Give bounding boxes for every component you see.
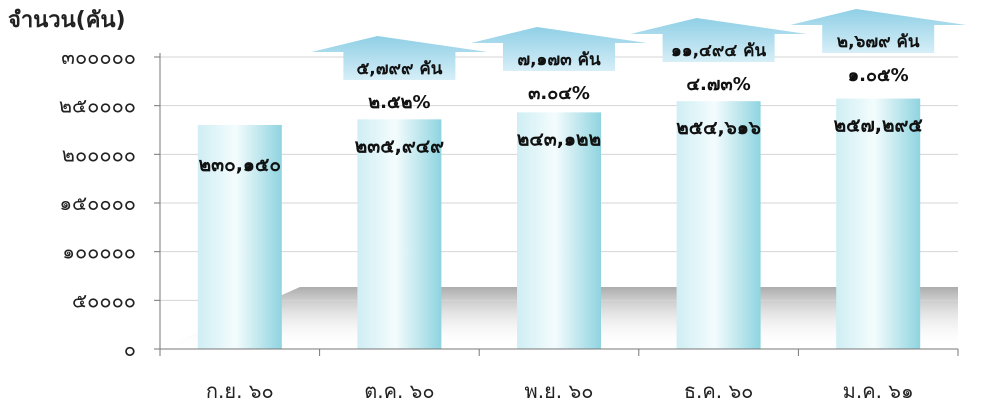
y-tick-label: ๑๕๐๐๐๐ [59, 191, 136, 215]
axes [154, 53, 959, 356]
bar [676, 101, 761, 349]
increase-arrow [471, 27, 647, 71]
data-label: ๒๔๓,๑๒๒ [517, 128, 601, 150]
y-axis-label: จำนวน(คัน) [8, 8, 126, 33]
increase-label: ๑๑,๔๙๔ คัน [671, 41, 767, 61]
bars [197, 98, 921, 350]
increase-arrow [311, 36, 488, 80]
y-tick-label: ๒๕๐๐๐๐ [59, 94, 136, 118]
y-tick-label: ๕๐๐๐๐ [72, 288, 136, 312]
increase-label: ๕,๗๙๙ คัน [356, 59, 442, 79]
x-tick-label: ก.ย. ๖๐ [206, 379, 274, 403]
x-tick-label: พ.ย. ๖๐ [525, 379, 594, 403]
bar [357, 119, 442, 349]
increase-label: ๗,๑๗๓ คัน [517, 50, 601, 70]
labels: ๐ ๕๐๐๐๐ ๑๐๐๐๐๐ ๑๕๐๐๐๐ ๒๐๐๐๐๐ ๒๕๐๐๐๐ ๓๐๐๐๐๐ก.ย.… [59, 32, 923, 403]
increase-arrows [311, 9, 967, 80]
bar [836, 98, 921, 350]
increase-arrow [630, 18, 807, 62]
x-tick-label: ต.ค. ๖๐ [364, 379, 434, 403]
percent-label: ๔.๗๓% [686, 74, 750, 95]
y-tick-label: ๐ [124, 337, 136, 361]
percent-label: ๓.๐๔% [528, 83, 590, 104]
percent-label: ๑.๐๕% [848, 65, 909, 86]
increase-arrow [790, 9, 967, 53]
y-tick-label: ๓๐๐๐๐๐ [61, 45, 136, 69]
x-tick-label: ธ.ค. ๖๐ [684, 379, 754, 403]
data-label: ๒๓๐,๑๕๐ [199, 154, 281, 176]
data-label: ๒๓๕,๙๔๙ [355, 135, 444, 157]
y-tick-label: ๑๐๐๐๐๐ [62, 240, 136, 264]
data-label: ๒๕๔,๖๑๖ [676, 117, 761, 139]
x-tick-label: ม.ค. ๖๑ [843, 379, 914, 403]
percent-label: ๒.๕๒% [368, 92, 430, 113]
increase-label: ๒,๖๗๙ คัน [837, 32, 920, 52]
bar [197, 124, 282, 349]
data-label: ๒๕๗,๒๙๕ [834, 115, 923, 137]
y-tick-label: ๒๐๐๐๐๐ [62, 142, 136, 166]
bar [517, 112, 601, 349]
